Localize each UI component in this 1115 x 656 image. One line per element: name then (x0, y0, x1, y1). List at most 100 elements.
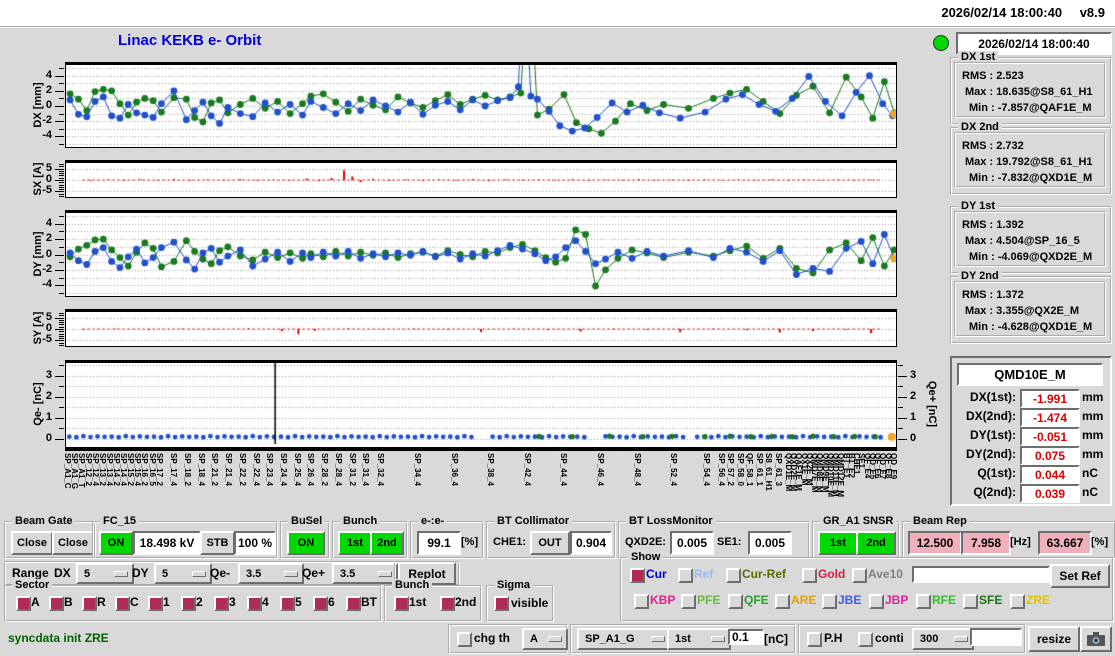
stat-box-panel: RMS : 1.372 Max : 3.355@QX2E_M Min : -4.62… (954, 281, 1106, 337)
show-checkbox-pfe[interactable] (681, 594, 696, 609)
sector-checkbox-3[interactable] (214, 596, 229, 611)
conti-checkbox[interactable] (858, 632, 873, 647)
x-axis-label: SP_61_3 (774, 453, 784, 486)
x-axis-label: SP_31_2 (347, 453, 357, 486)
sy-minor-tick-mark (59, 345, 64, 346)
show-checkbox-are[interactable] (775, 594, 790, 609)
show-label-qfe: QFE (744, 593, 769, 607)
ee-ratio-value: 99.1 (417, 531, 461, 555)
ee-ratio-group: e-:e- 99.1 [%] (410, 515, 484, 559)
qxd2e-value: 0.005 (670, 531, 714, 555)
sector-checkbox-BT[interactable] (346, 596, 361, 611)
sector-checkbox-B[interactable] (49, 596, 64, 611)
sx-plot-canvas (66, 163, 896, 197)
show-checkbox-cur[interactable] (630, 568, 645, 583)
ee-ratio-unit: [%] (461, 536, 479, 548)
sy-minor-tick-mark (59, 327, 64, 328)
sector-checkbox-2[interactable] (181, 596, 196, 611)
q-right-minor-tick-mark (898, 397, 903, 398)
bunch-select-checkbox-1st[interactable] (394, 596, 409, 611)
show-label-kbp: KBP (650, 593, 676, 607)
range-qep-dropdown[interactable]: 3.5 (332, 563, 398, 584)
gr-snsr-2nd-button[interactable]: 2nd (856, 531, 896, 555)
set-ref-input[interactable] (912, 566, 1050, 583)
beam-rep-title: Beam Rep (910, 515, 970, 527)
beam-gate-close-button-1[interactable]: Close (11, 531, 53, 555)
sector-checkbox-5[interactable] (280, 596, 295, 611)
gr-snsr-1st-button[interactable]: 1st (818, 531, 858, 555)
bunch-2nd-button[interactable]: 2nd (370, 531, 404, 555)
show-checkbox-qfe[interactable] (728, 594, 743, 609)
dy-tick-label: 0 (45, 247, 52, 260)
set-ref-button[interactable]: Set Ref (1050, 564, 1110, 588)
x-axis-label: SP_52_4 (669, 453, 679, 486)
sector-checkbox-C[interactable] (115, 596, 130, 611)
show-label-rfe: RFE (932, 593, 956, 607)
titlebar-text: 2026/02/14 18:00:40 v8.9 (941, 5, 1105, 20)
q-minor-tick-mark (59, 418, 64, 419)
show-checkbox-rfe[interactable] (916, 594, 931, 609)
show-checkbox-sfe[interactable] (963, 594, 978, 609)
sector-checkbox-R[interactable] (82, 596, 97, 611)
show-checkbox-ref[interactable] (678, 568, 693, 583)
show-checkbox-jbp[interactable] (869, 594, 884, 609)
sy-minor-tick-mark (59, 318, 64, 319)
chg-th-checkbox[interactable] (457, 632, 472, 647)
che1-out-button[interactable]: OUT (530, 531, 570, 555)
beam-rep-value-1: 12.500 (908, 531, 962, 555)
threshold-input[interactable] (728, 629, 764, 645)
stat-rms-line: RMS : 1.392 (962, 219, 1024, 231)
sector-title: Sector (12, 579, 53, 591)
bunch-group: Bunch 1st 2nd (332, 515, 408, 559)
range-dx-dropdown[interactable]: 5 (76, 563, 134, 584)
dx-tick-label: 0 (45, 99, 52, 111)
count-input[interactable] (970, 628, 1022, 646)
show-checkbox-gold[interactable] (802, 568, 817, 583)
fc15-stb-button[interactable]: STB (200, 531, 235, 555)
interval-dropdown[interactable]: 300 (912, 628, 974, 650)
show-checkbox-jbe[interactable] (822, 594, 837, 609)
ph-checkbox[interactable] (807, 632, 822, 647)
qmd-row-unit: nC (1082, 485, 1098, 499)
bunch-select-label-2nd: 2nd (455, 595, 477, 609)
sy-minor-tick-mark (59, 336, 64, 337)
sy-minor-tick-mark (59, 324, 64, 325)
q-tick-label: 2 (45, 389, 52, 402)
range-qep-label: Qe+ (302, 566, 326, 580)
show-checkbox-kbp[interactable] (634, 594, 649, 609)
sx-tick-label: 0 (45, 173, 52, 185)
fc15-on-button[interactable]: ON (99, 531, 133, 555)
resize-button[interactable]: resize (1028, 626, 1080, 652)
bunch-select-checkbox-2nd[interactable] (440, 596, 455, 611)
sigma-visible-checkbox[interactable] (494, 596, 509, 611)
bpm-bunch-dropdown[interactable]: 1st (667, 628, 731, 650)
dx-minor-tick-mark (59, 83, 64, 84)
chg-th-group: chg th A (448, 624, 568, 654)
x-axis-label: QD_E9 (888, 453, 898, 480)
sector-label-R: R (97, 595, 106, 609)
range-dy-label: DY (132, 566, 149, 580)
show-checkbox-cur-ref[interactable] (726, 568, 741, 583)
sx-minor-tick-mark (59, 196, 64, 197)
range-qem-dropdown[interactable]: 3.5 (238, 563, 304, 584)
bunch-1st-button[interactable]: 1st (338, 531, 372, 555)
sector-checkbox-6[interactable] (313, 596, 328, 611)
bpm-name-dropdown[interactable]: SP_A1_G (577, 628, 671, 650)
range-dy-dropdown[interactable]: 5 (154, 563, 212, 584)
busel-on-button[interactable]: ON (287, 531, 325, 555)
show-checkbox-ave10[interactable] (852, 568, 867, 583)
x-axis-label: SP_56_4 (716, 453, 726, 486)
sector-checkbox-A[interactable] (16, 596, 31, 611)
sector-checkbox-4[interactable] (247, 596, 262, 611)
sector-label-C: C (130, 595, 139, 609)
screenshot-button[interactable] (1080, 626, 1112, 652)
beam-gate-close-button-2[interactable]: Close (52, 531, 94, 555)
show-checkbox-zre[interactable] (1010, 594, 1025, 609)
beam-rep-value-2: 7.958 (961, 531, 1011, 555)
sx-minor-tick-mark (59, 185, 64, 186)
show-label-cur: Cur (646, 567, 667, 581)
sector-a-dropdown[interactable]: A (522, 628, 568, 650)
dx-tick-label: 4 (45, 68, 52, 81)
sector-checkbox-1[interactable] (148, 596, 163, 611)
